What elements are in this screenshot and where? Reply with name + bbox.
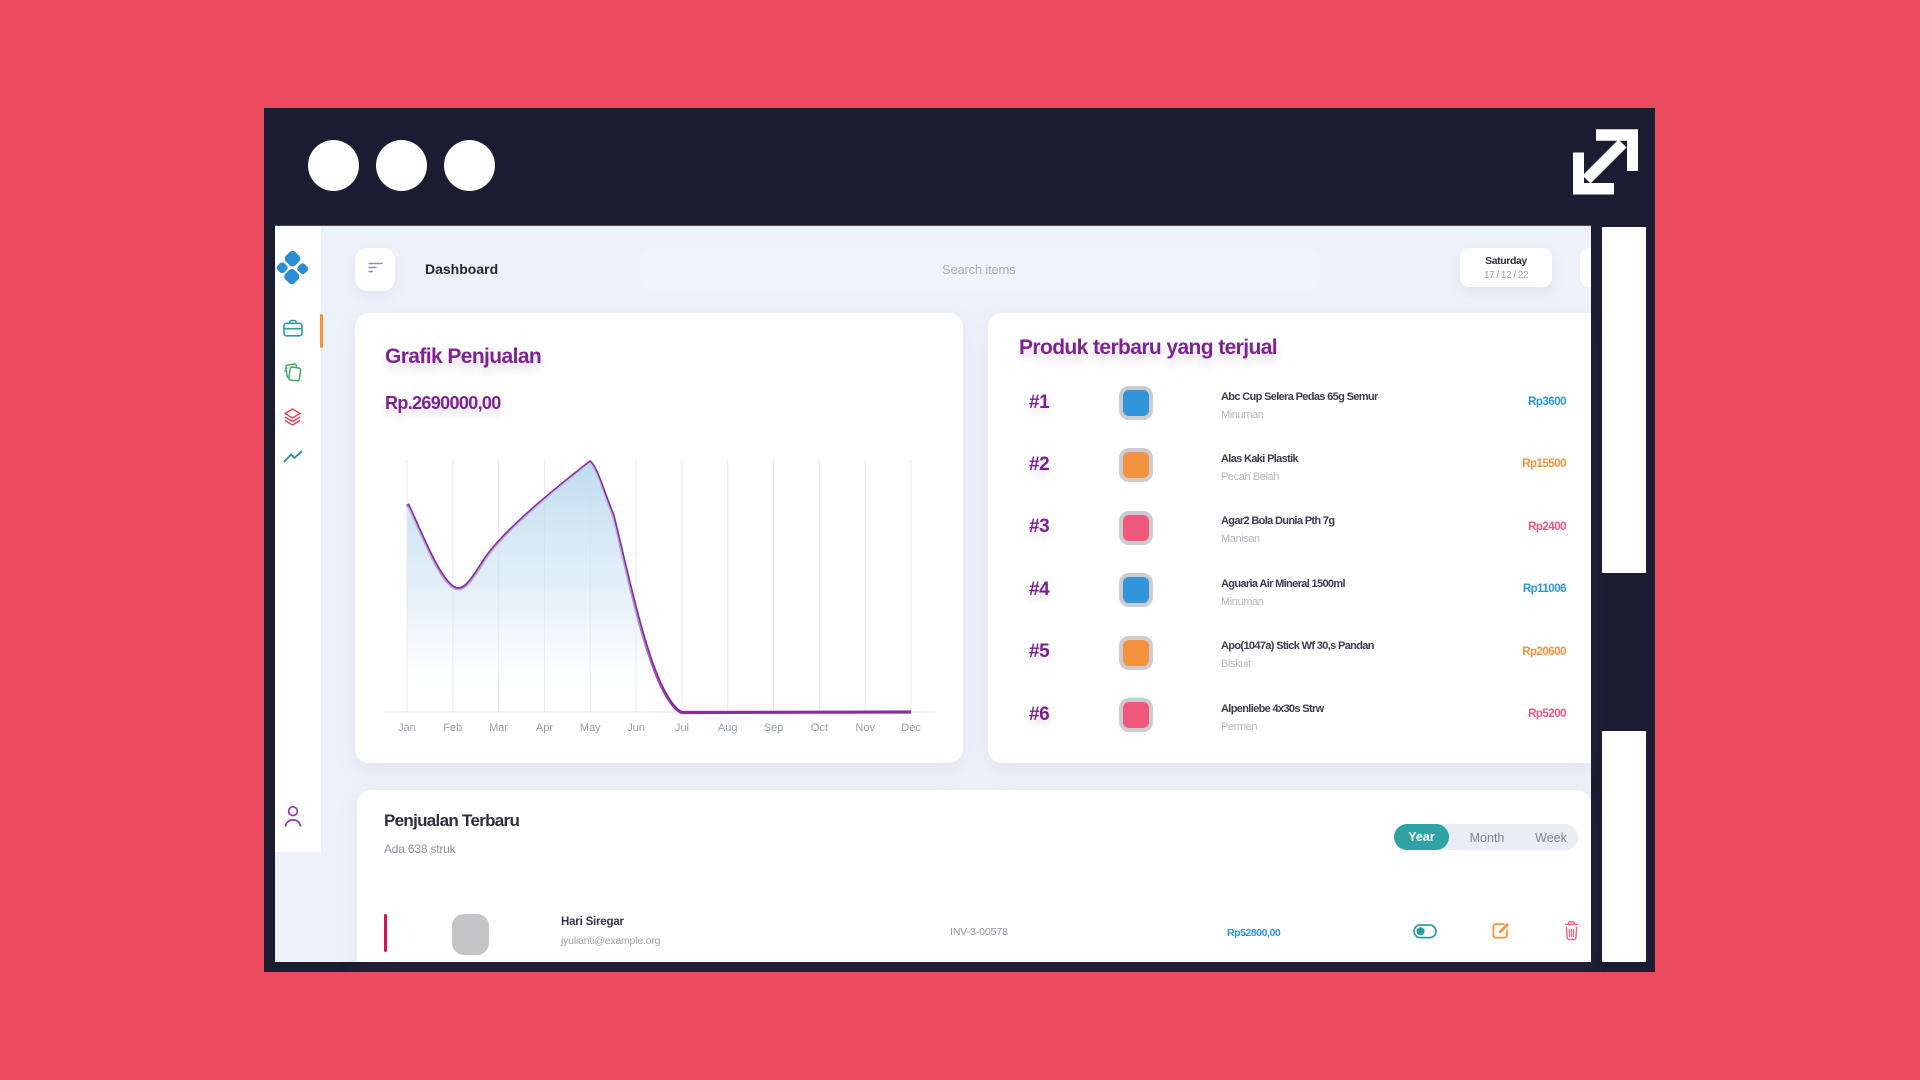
svg-text:Aug: Aug <box>718 722 738 734</box>
svg-text:Sep: Sep <box>764 722 784 734</box>
svg-text:Feb: Feb <box>443 722 462 734</box>
svg-text:Apr: Apr <box>536 722 553 734</box>
svg-text:Jul: Jul <box>675 722 689 734</box>
svg-text:Jun: Jun <box>627 722 645 734</box>
svg-text:Nov: Nov <box>855 722 875 734</box>
svg-text:Mar: Mar <box>489 722 508 734</box>
svg-text:Jan: Jan <box>398 722 416 734</box>
svg-text:Dec: Dec <box>901 722 921 734</box>
svg-text:May: May <box>580 722 601 734</box>
svg-text:Oct: Oct <box>811 722 828 734</box>
